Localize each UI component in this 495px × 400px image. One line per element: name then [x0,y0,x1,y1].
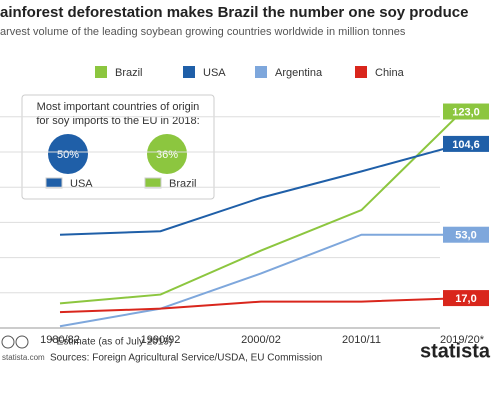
value-label: 104,6 [452,139,480,151]
value-label: 17,0 [455,293,476,305]
value-label-box [443,226,489,243]
brand-url: statista.com [2,353,45,362]
series-line [59,297,463,314]
chart-subtitle: arvest volume of the leading soybean gro… [0,26,406,38]
cc-icon [15,335,29,349]
x-tick-label: 2019/20* [440,334,485,346]
value-label-box [443,290,489,307]
chart-title: ainforest deforestation makes Brazil the… [0,4,468,21]
legend-label: China [375,67,405,79]
flag [45,177,63,189]
series-line [59,142,463,236]
x-tick-label: 2010/11 [342,334,381,346]
value-label-box [443,103,489,120]
share-label: 36% [156,149,178,161]
share-country: USA [70,178,93,190]
inset: Most important countries of origin for so… [21,94,215,200]
source: Sources: Foreign Agricultural Service/US… [50,353,322,364]
x-tick-label: 1990/92 [141,334,181,346]
legend-swatch [183,66,195,78]
brand-logo: statista [420,340,491,362]
share-country: Brazil [169,178,197,190]
legend-label: Brazil [115,67,143,79]
inset-title: for soy imports to the EU in 2018: [36,115,199,127]
inset-title: Most important countries of origin [37,101,200,113]
footer-icons [1,335,29,349]
legend-label: Argentina [275,67,323,79]
x-tick-label: 2000/02 [241,334,281,346]
share-circle [147,134,187,174]
series-line [59,110,463,305]
legend-swatch [355,66,367,78]
legend-swatch [95,66,107,78]
footnote: * Estimate (as of July 2019) [50,337,172,348]
series-line [59,233,462,328]
legend-swatch [255,66,267,78]
value-label: 123,0 [452,106,480,118]
value-label: 53,0 [455,230,476,242]
share-label: 50% [57,149,79,161]
flag [144,177,162,189]
legend-label: USA [203,67,226,79]
cc-icon [1,335,15,349]
x-tick-label: 1980/82 [40,334,80,346]
value-label-box [443,135,489,152]
share-circle [48,134,88,174]
